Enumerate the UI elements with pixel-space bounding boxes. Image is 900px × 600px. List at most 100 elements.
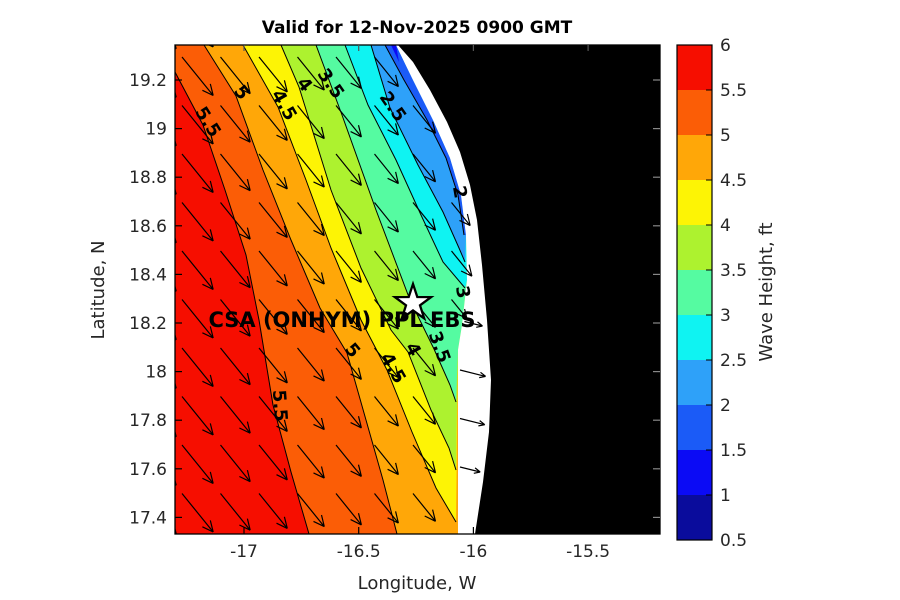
arrow bbox=[175, 187, 177, 195]
arrow bbox=[412, 153, 437, 183]
x-tick-label: -16 bbox=[460, 542, 488, 562]
colorbar-tick-label: 4.5 bbox=[720, 171, 747, 191]
arrow bbox=[220, 202, 251, 240]
arrow bbox=[335, 250, 362, 283]
arrow bbox=[258, 396, 288, 432]
arrow bbox=[335, 299, 362, 332]
arrow bbox=[175, 138, 177, 147]
arrow bbox=[412, 202, 437, 231]
colorbar-segment bbox=[677, 90, 712, 135]
colorbar-tick-label: 3 bbox=[720, 306, 731, 326]
arrow bbox=[374, 299, 399, 330]
y-tick-label: 19 bbox=[145, 120, 167, 140]
arrow bbox=[175, 381, 177, 389]
colorbar-segment bbox=[677, 405, 712, 450]
arrow bbox=[175, 429, 177, 438]
arrow bbox=[374, 202, 399, 233]
arrow bbox=[258, 153, 288, 190]
arrow bbox=[374, 396, 399, 427]
y-tick-label: 17.4 bbox=[129, 508, 167, 528]
colorbar-segment bbox=[677, 225, 712, 270]
no-data-mask bbox=[396, 45, 491, 534]
arrow bbox=[297, 202, 325, 237]
arrow bbox=[459, 369, 486, 379]
arrow bbox=[335, 202, 362, 235]
arrow bbox=[297, 493, 325, 528]
arrow bbox=[412, 444, 437, 474]
arrow bbox=[459, 417, 486, 427]
arrow bbox=[335, 153, 362, 186]
colorbar-tick-label: 1.5 bbox=[720, 441, 747, 461]
land-polygon bbox=[398, 45, 660, 534]
arrow bbox=[181, 202, 214, 242]
colorbar-tick-label: 5 bbox=[720, 126, 731, 146]
arrow bbox=[335, 396, 362, 429]
arrow bbox=[297, 153, 325, 188]
x-tick-labels: -17 -16.5 -16 -15.5 bbox=[230, 542, 610, 562]
arrow bbox=[175, 526, 177, 534]
colorbar-tick-label: 1 bbox=[720, 486, 731, 506]
y-tick-label: 18.2 bbox=[129, 314, 167, 334]
y-tick-label: 17.6 bbox=[129, 460, 167, 480]
arrow bbox=[220, 396, 251, 434]
arrow bbox=[181, 105, 214, 145]
arrow bbox=[374, 153, 399, 185]
arrow bbox=[220, 56, 251, 95]
arrow bbox=[297, 250, 325, 285]
colorbar-segment bbox=[677, 45, 712, 90]
y-tick-labels: 19.2 19 18.8 18.6 18.4 18.2 18 17.8 17.6 17.4 bbox=[129, 71, 167, 528]
contour-line bbox=[344, 45, 466, 289]
y-tick-label: 18.6 bbox=[129, 217, 167, 237]
no-data-coastal-mask bbox=[396, 45, 491, 534]
arrow bbox=[175, 90, 177, 98]
colorbar-tick-label: 2 bbox=[720, 396, 731, 416]
contour-label: 2 bbox=[448, 184, 471, 200]
arrow bbox=[207, 45, 214, 48]
arrow bbox=[412, 250, 437, 280]
arrow bbox=[297, 56, 325, 91]
arrow bbox=[297, 299, 325, 334]
colorbar-tick-label: 4 bbox=[720, 216, 731, 236]
arrow bbox=[374, 56, 399, 88]
y-tick-label: 18 bbox=[145, 363, 167, 383]
arrow bbox=[335, 444, 362, 477]
arrow bbox=[181, 396, 214, 436]
y-tick-label: 18.4 bbox=[129, 265, 167, 285]
arrow bbox=[451, 202, 471, 227]
arrow bbox=[374, 444, 399, 476]
arrow bbox=[220, 105, 251, 143]
wave-direction-arrows bbox=[175, 45, 486, 534]
arrow bbox=[258, 299, 288, 335]
site-star-marker bbox=[391, 280, 435, 322]
contour-fill-bands bbox=[175, 45, 467, 534]
x-tick-label: -15.5 bbox=[566, 542, 610, 562]
colorbar-tick-label: 6 bbox=[720, 36, 731, 56]
arrow bbox=[258, 444, 288, 481]
contour-label: 5.5 bbox=[268, 389, 291, 422]
arrow bbox=[297, 444, 325, 479]
colorbar-segment bbox=[677, 495, 712, 540]
colorbar-tick-label: 0.5 bbox=[720, 531, 747, 551]
arrow bbox=[220, 493, 251, 531]
colorbar-border bbox=[676, 44, 713, 541]
x-axis-label: Longitude, W bbox=[358, 573, 477, 594]
arrow bbox=[412, 396, 437, 425]
arrow bbox=[220, 299, 251, 337]
colorbar bbox=[676, 44, 713, 541]
arrow bbox=[258, 56, 288, 93]
arrow bbox=[248, 45, 251, 46]
x-tick-label: -17 bbox=[230, 542, 258, 562]
arrow bbox=[258, 250, 288, 287]
y-tick-label: 17.8 bbox=[129, 411, 167, 431]
contour-line bbox=[384, 45, 465, 236]
arrow bbox=[258, 105, 288, 141]
arrow bbox=[451, 299, 468, 320]
contour-label: 3 bbox=[451, 284, 474, 300]
arrow bbox=[181, 493, 214, 533]
colorbar-tick-label: 5.5 bbox=[720, 81, 747, 101]
band-fill bbox=[391, 45, 399, 62]
y-axis-label: Latitude, N bbox=[88, 241, 109, 340]
arrow bbox=[451, 250, 473, 277]
arrow bbox=[220, 250, 251, 289]
